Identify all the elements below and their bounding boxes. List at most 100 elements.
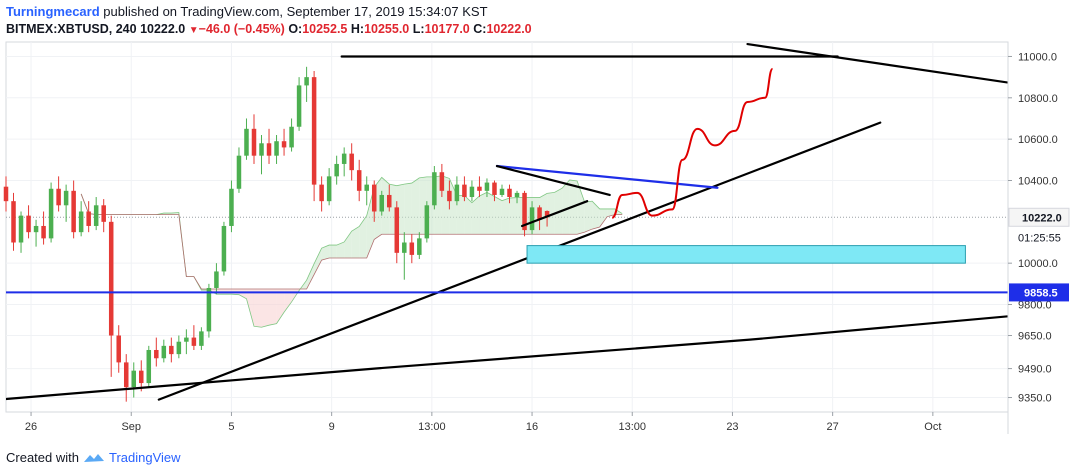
open-value: 10252.5 (302, 22, 348, 36)
candle-body (229, 188, 234, 226)
cloud-segment (456, 195, 465, 235)
support-price-label: 9858.5 (1024, 287, 1058, 299)
candle-body (522, 192, 527, 231)
author-name[interactable]: Turningmecard (6, 4, 100, 19)
candle-body (266, 143, 272, 156)
time-tick-label: 13:00 (418, 421, 446, 433)
time-tick-label: 16 (526, 421, 538, 433)
cloud-segment (269, 289, 277, 326)
candle-body (402, 242, 407, 253)
cloud-segment (336, 241, 345, 259)
trendline (495, 164, 611, 197)
publish-line: Turningmecard published on TradingView.c… (6, 4, 488, 19)
candle-body (169, 345, 174, 355)
cloud-segment (547, 192, 555, 235)
cloud-segment (284, 289, 292, 313)
price-tick-label: 10800.0 (1018, 93, 1058, 105)
candle-body (319, 184, 324, 202)
ohlc-line: BITMEX:XBTUSD, 240 10222.0 ▼−46.0 (−0.45… (6, 22, 532, 36)
candle-body (123, 362, 129, 388)
cloud-segment (577, 181, 585, 235)
trendline (746, 42, 1008, 84)
candle-body (221, 225, 227, 272)
candle-body (139, 370, 144, 384)
candle-body (154, 349, 159, 359)
candles (3, 66, 550, 402)
cloud-segment (479, 192, 487, 235)
time-tick-label: Sep (121, 421, 141, 433)
footer: Created with TradingView (6, 450, 181, 465)
created-with-text: Created with (6, 450, 79, 465)
countdown-label: 01:25:55 (1018, 232, 1061, 244)
candle-body (447, 190, 452, 202)
drawings (6, 42, 1008, 401)
candle-body (251, 128, 257, 156)
close-label: C: (473, 22, 487, 36)
high-value: 10255.0 (364, 22, 410, 36)
candle-body (63, 190, 69, 206)
cloud-segment (404, 183, 412, 235)
candle-body (371, 184, 377, 212)
time-tick-label: 27 (827, 421, 839, 433)
tradingview-logo-icon (83, 453, 104, 462)
candle-body (236, 155, 242, 189)
candle-body (176, 341, 182, 355)
candle-body (274, 141, 279, 156)
candle-body (131, 370, 137, 388)
price-tick-label: 9800.0 (1018, 300, 1052, 312)
candle-body (191, 337, 197, 346)
last-price: 10222.0 (140, 22, 186, 36)
time-tick-label: 23 (726, 421, 738, 433)
leading-span-a (80, 175, 623, 328)
candle-body (244, 128, 249, 156)
candle-body (289, 126, 294, 148)
time-tick-label: 9 (329, 421, 335, 433)
time-tick-label: 5 (228, 421, 234, 433)
candle-body (18, 215, 24, 243)
candle-body (499, 188, 505, 195)
candle-body (304, 77, 309, 86)
candle-body (86, 211, 91, 226)
tradingview-brand[interactable]: TradingView (108, 450, 181, 465)
candle-body (214, 271, 219, 288)
last-price-box (1008, 207, 1070, 227)
candle-body (78, 211, 84, 233)
candle-body (341, 153, 347, 164)
cloud-segment (381, 177, 390, 235)
target-zone (526, 245, 966, 264)
cloud-segment (486, 192, 495, 235)
candle-body (484, 182, 490, 191)
candle-body (56, 188, 61, 206)
support-price-box (1009, 283, 1069, 302)
down-arrow-icon: ▼ (188, 25, 199, 36)
cloud-segment (261, 289, 270, 328)
candle-body (3, 186, 9, 202)
cloud-segment (321, 245, 330, 261)
cloud-segment (253, 289, 262, 328)
candle-body (454, 184, 460, 202)
symbol-label[interactable]: BITMEX:XBTUSD, 240 (6, 22, 137, 36)
cloud-segment (306, 263, 315, 290)
candle-body (544, 210, 550, 218)
candle-body (11, 201, 16, 243)
cloud-segment (592, 201, 600, 230)
close-value: 10222.0 (486, 22, 532, 36)
open-label: O: (288, 22, 303, 36)
candle-body (364, 184, 369, 191)
price-tick-label: 10000.0 (1018, 258, 1058, 270)
cloud-segment (539, 193, 548, 235)
candle-body (41, 225, 46, 239)
cloud-segment (464, 195, 472, 235)
cloud-segment (411, 177, 420, 235)
candle-body (48, 188, 54, 239)
candle-body (311, 77, 317, 185)
candle-body (259, 143, 264, 156)
candle-body (424, 205, 430, 239)
time-tick-label: 13:00 (618, 421, 646, 433)
candle-body (161, 345, 167, 359)
cloud-segment (344, 231, 352, 259)
candle-body (469, 186, 475, 198)
price-tick-label: 9650.0 (1018, 331, 1052, 343)
cloud-segment (494, 196, 502, 235)
